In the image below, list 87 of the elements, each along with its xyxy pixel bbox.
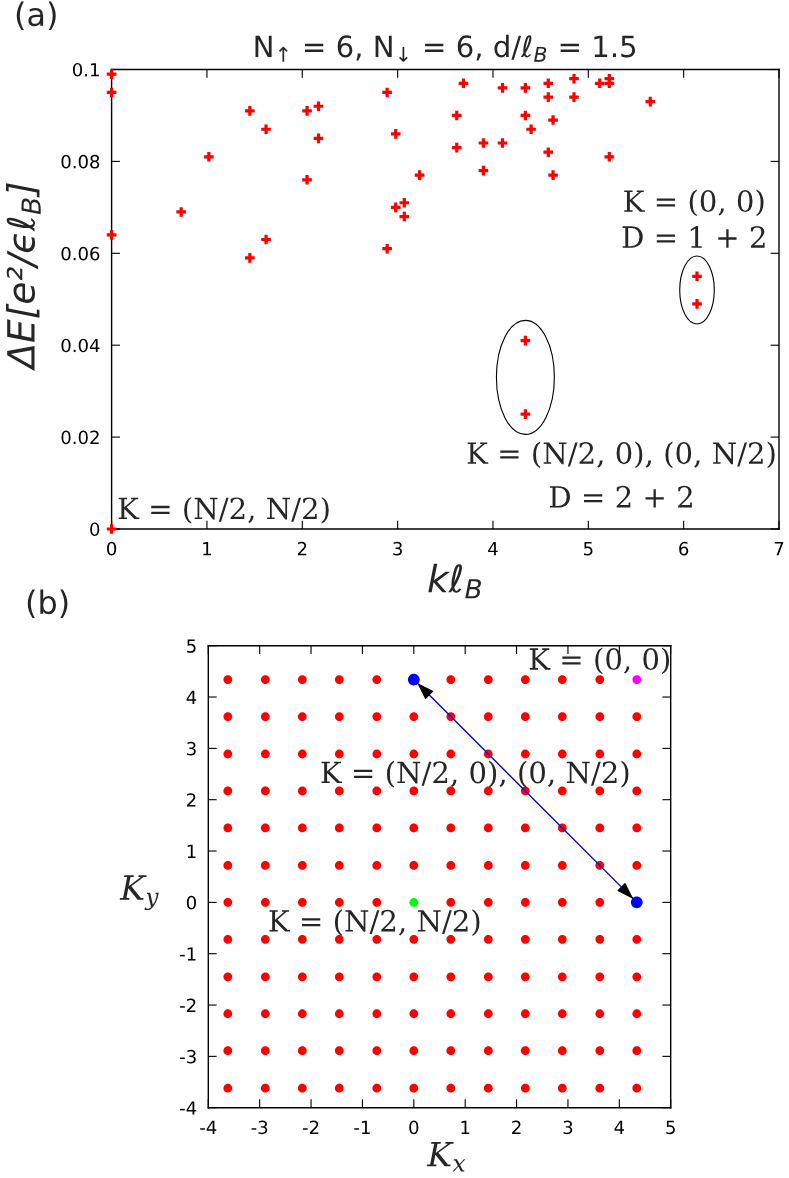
point xyxy=(520,83,531,93)
point xyxy=(478,138,489,148)
point xyxy=(497,83,508,93)
point xyxy=(106,69,117,79)
y-tick-label: 5 xyxy=(187,639,196,653)
x-tick-label: 4 xyxy=(488,542,498,556)
x-tick-label: -2 xyxy=(302,1120,319,1134)
x-tick-label: -4 xyxy=(200,1120,217,1134)
x-axis-title: kℓ$_{B}$ xyxy=(428,563,481,599)
y-tick-label: 0.1 xyxy=(72,62,99,77)
point xyxy=(106,230,117,240)
y-tick-label: 0.04 xyxy=(61,338,100,353)
text: (a) xyxy=(16,1,56,31)
point xyxy=(261,124,271,135)
point xyxy=(261,234,271,245)
point xyxy=(526,124,536,135)
y-tick-label: 0.06 xyxy=(61,246,100,261)
y-tick-label: 0 xyxy=(186,895,196,910)
point xyxy=(569,92,579,102)
x-tick-label: 5 xyxy=(583,542,593,556)
y-tick-label: 4 xyxy=(186,690,197,704)
y-tick-label: -4 xyxy=(180,1101,197,1115)
point xyxy=(245,253,255,263)
point xyxy=(382,87,392,98)
point xyxy=(458,78,469,89)
point xyxy=(245,106,255,116)
point xyxy=(204,151,214,162)
y-tick-label: -3 xyxy=(180,1049,196,1064)
x-tick-label: 7 xyxy=(774,542,784,556)
point xyxy=(382,243,392,254)
y-tick-label: 2 xyxy=(187,793,196,807)
x-tick-label: 6 xyxy=(679,541,689,556)
y-tick-label: 0.08 xyxy=(61,154,100,169)
y-tick-label: 0.02 xyxy=(61,430,99,445)
point xyxy=(548,170,558,180)
x-tick-label: 0 xyxy=(409,1120,419,1135)
x-tick-label: 3 xyxy=(563,1120,573,1135)
x-tick-label: 0 xyxy=(107,541,117,556)
annotation: K = (0, 0) xyxy=(529,647,670,675)
x-tick-label: 3 xyxy=(393,541,402,556)
y-tick-label: 1 xyxy=(187,844,196,858)
point xyxy=(451,142,462,153)
x-axis-title: K$_{x}$ xyxy=(426,1141,466,1172)
point xyxy=(176,207,187,217)
point xyxy=(692,271,702,282)
point xyxy=(399,211,410,222)
annotation: K = (N/2, N/2) xyxy=(269,909,480,936)
point xyxy=(548,115,558,125)
chart-title: N$_{↑}$ = 6, N$_{↓}$ = 6, d/ℓ$_{B}$ = 1.5 xyxy=(255,34,636,62)
x-tick-label: 5 xyxy=(666,1120,675,1135)
annotation: K = (N/2, 0), (0, N/2) xyxy=(321,760,629,788)
annotation: K = (N/2, 0), (0, N/2) D = 2 + 2 xyxy=(467,441,775,508)
point xyxy=(692,299,702,309)
x-tick-label: 1 xyxy=(203,542,212,556)
point xyxy=(414,170,425,180)
point xyxy=(543,78,554,89)
annotation: K = (N/2, N/2) xyxy=(118,496,329,524)
point xyxy=(106,524,117,534)
y-tick-label: -1 xyxy=(180,947,196,961)
x-tick-label: 4 xyxy=(614,1120,625,1134)
x-tick-label: -3 xyxy=(251,1120,268,1135)
point xyxy=(497,138,508,148)
y-tick-label: 3 xyxy=(187,741,196,756)
point xyxy=(543,147,554,158)
y-axis-title: ΔE[e²/ϵℓ$_{B}$] xyxy=(6,183,41,372)
x-tick-label: -1 xyxy=(354,1120,370,1134)
text: (b) xyxy=(27,589,68,619)
x-tick-label: 2 xyxy=(297,541,307,556)
point xyxy=(302,106,312,116)
y-tick-label: 0 xyxy=(90,522,100,537)
point xyxy=(520,409,531,419)
point xyxy=(313,101,324,112)
point xyxy=(645,96,656,107)
point xyxy=(302,174,312,185)
point xyxy=(594,78,605,89)
y-tick-label: -2 xyxy=(180,998,196,1012)
point xyxy=(451,110,462,121)
x-tick-label: 1 xyxy=(461,1120,470,1134)
point xyxy=(390,129,401,139)
annotation: K = (0, 0) D = 1 + 2 xyxy=(622,189,765,248)
x-tick-label: 2 xyxy=(512,1120,521,1134)
y-axis-title: K$_{y}$ xyxy=(119,875,159,911)
point xyxy=(604,151,615,162)
point xyxy=(543,92,554,102)
point xyxy=(390,202,401,213)
point xyxy=(399,197,410,208)
point xyxy=(569,73,579,84)
